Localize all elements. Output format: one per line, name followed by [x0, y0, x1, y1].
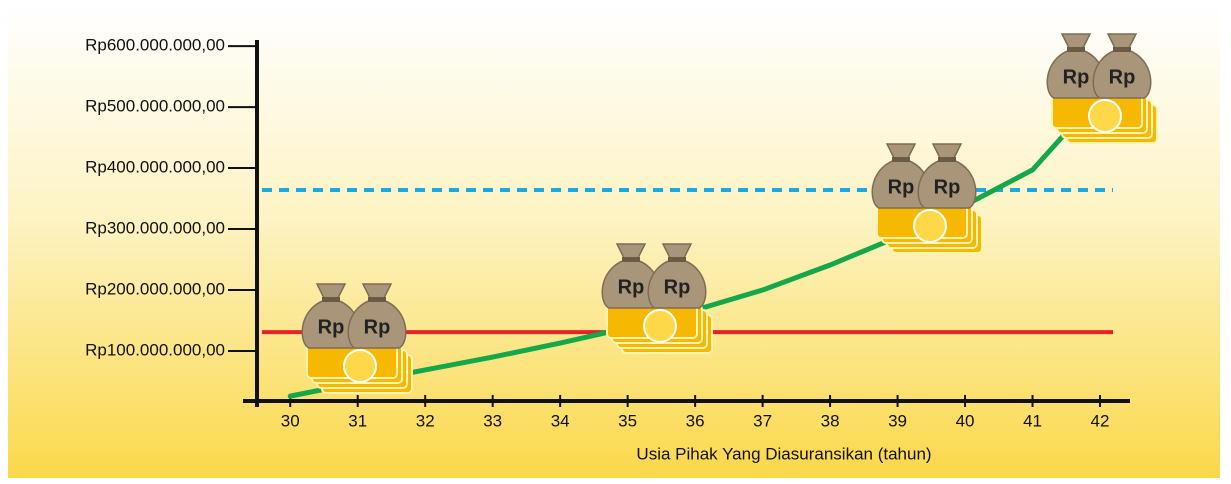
coin: [914, 210, 946, 242]
x-tick-label: 34: [551, 411, 570, 430]
x-tick-label: 38: [821, 411, 840, 430]
x-tick-label: 33: [483, 411, 502, 430]
y-tick-label: Rp100.000.000,00: [85, 340, 225, 359]
x-tick-label: 36: [686, 411, 705, 430]
bag-label: Rp: [364, 316, 391, 338]
bag-tie: [1067, 47, 1085, 52]
y-tick-label: Rp200.000.000,00: [85, 280, 225, 299]
x-tick-label: 42: [1091, 411, 1110, 430]
x-tick-label: 32: [416, 411, 435, 430]
bag-tie: [1113, 47, 1131, 52]
bag-tie: [938, 157, 956, 162]
bag-label: Rp: [618, 276, 645, 298]
x-tick-label: 40: [956, 411, 975, 430]
bag-tie: [668, 257, 686, 262]
x-tick-label: 39: [888, 411, 907, 430]
coin: [1089, 100, 1121, 132]
x-tick-label: 41: [1023, 411, 1042, 430]
bag-label: Rp: [1109, 66, 1136, 88]
bag-label: Rp: [934, 176, 961, 198]
y-tick-label: Rp400.000.000,00: [85, 158, 225, 177]
y-tick-label: Rp500.000.000,00: [85, 97, 225, 116]
bag-label: Rp: [1063, 66, 1090, 88]
x-tick-label: 37: [753, 411, 772, 430]
bag-tie: [368, 297, 386, 302]
bag-tie: [622, 257, 640, 262]
bag-tie: [892, 157, 910, 162]
bag-label: Rp: [664, 276, 691, 298]
chart: Usia Pihak Yang Diasuransikan (tahun) Rp…: [0, 0, 1231, 484]
bag-label: Rp: [888, 176, 915, 198]
y-tick-label: Rp600.000.000,00: [85, 36, 225, 55]
bag-label: Rp: [318, 316, 345, 338]
coin: [644, 310, 676, 342]
x-tick-label: 35: [618, 411, 637, 430]
x-axis-label: Usia Pihak Yang Diasuransikan (tahun): [636, 444, 931, 463]
bag-tie: [322, 297, 340, 302]
x-tick-label: 31: [348, 411, 367, 430]
coin: [344, 350, 376, 382]
x-tick-label: 30: [281, 411, 300, 430]
y-tick-label: Rp300.000.000,00: [85, 219, 225, 238]
background: [8, 4, 1220, 478]
